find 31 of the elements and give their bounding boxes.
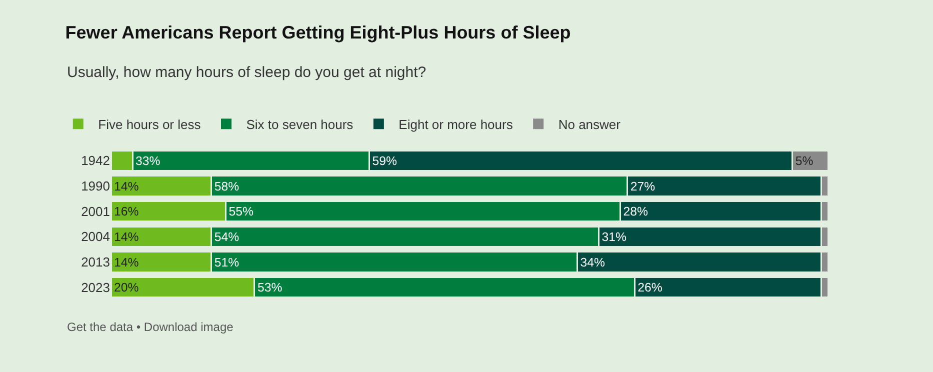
y-tick-label: 1942 [81, 153, 110, 168]
data-label: 26% [638, 280, 662, 295]
data-label: 33% [136, 154, 160, 168]
data-label: 14% [114, 255, 139, 270]
y-tick-label: 2023 [81, 280, 110, 295]
y-tick-label: 1990 [81, 178, 110, 194]
data-label: 20% [114, 280, 139, 295]
y-tick-label: 2004 [81, 229, 110, 244]
chart-subtitle: Usually, how many hours of sleep do you get at night? [67, 64, 426, 81]
y-tick-label: 2001 [81, 204, 110, 219]
data-label: 16% [114, 204, 139, 219]
data-label: 51% [214, 255, 240, 270]
legend-label: Five hours or less [98, 116, 202, 132]
data-label: 27% [630, 179, 656, 194]
data-label: 28% [623, 204, 648, 219]
data-label: 31% [602, 230, 626, 244]
data-label: 58% [214, 179, 240, 194]
data-label: 34% [580, 255, 605, 270]
y-tick-label: 2013 [81, 254, 110, 270]
data-label: 5% [795, 154, 814, 168]
data-label: 14% [114, 179, 139, 194]
data-label: 53% [257, 280, 282, 295]
data-label: 55% [228, 204, 254, 219]
text: Get the data • Download image [67, 320, 234, 334]
data-label: 59% [372, 154, 397, 168]
legend-label: Eight or more hours [398, 116, 514, 132]
data-label: 54% [214, 230, 240, 244]
legend-label: Six to seven hours [246, 116, 354, 132]
data-label: 14% [114, 230, 139, 244]
chart-title: Fewer Americans Report Getting Eight-Plus Hours of Sleep [65, 22, 571, 43]
legend-label: No answer [558, 116, 622, 132]
